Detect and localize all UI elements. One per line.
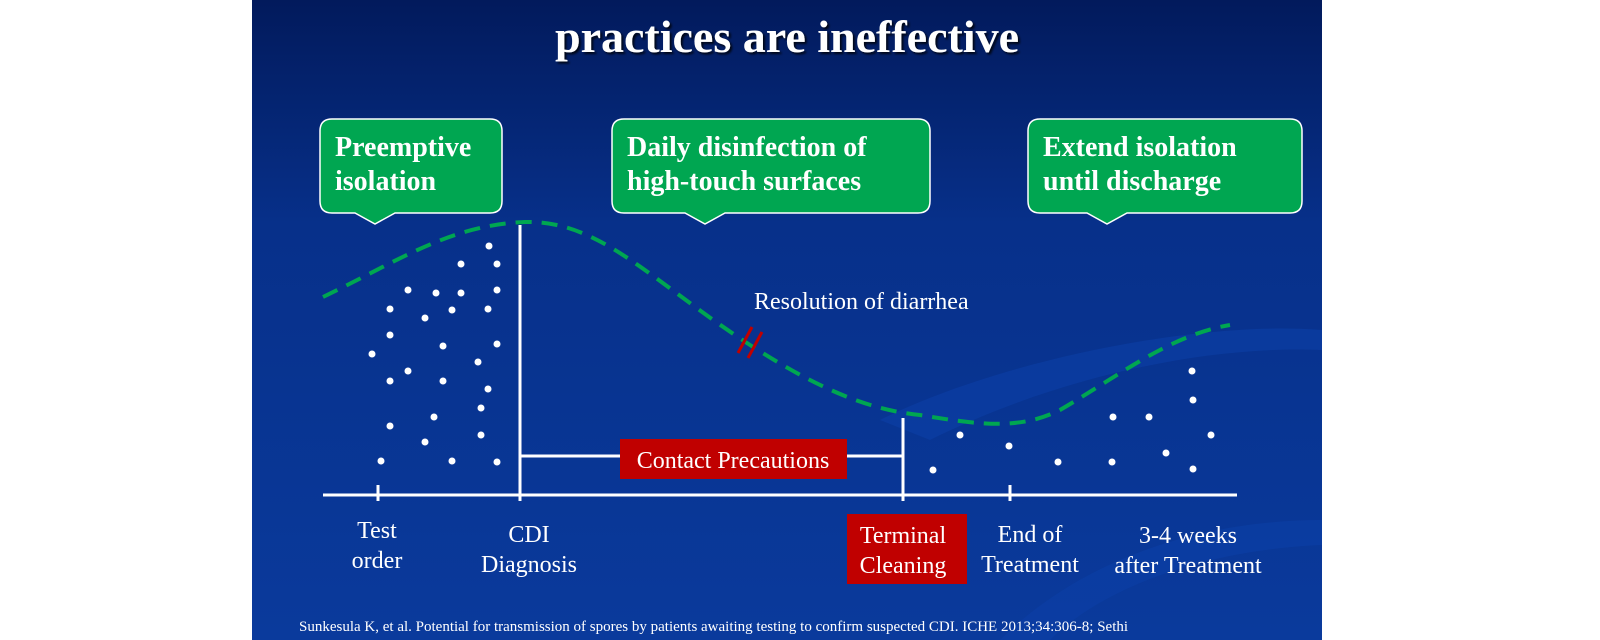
callout-text: high-touch surfaces [627,166,861,197]
decor-swoosh [1000,520,1322,640]
terminal-box [847,514,967,584]
contact-label: Contact Precautions [637,448,830,474]
break-mark [746,331,764,359]
spore-dots [368,242,1215,474]
timeline-label: after Treatment [1114,553,1262,579]
decor-swoosh [880,328,1322,440]
timeline-label: Treatment [981,552,1079,578]
callout: Daily disinfection of high-touch surface… [611,118,931,225]
callout: Preemptive isolation [319,118,503,225]
timeline-label: order [352,548,403,574]
break-mark [736,326,754,354]
callout-box [611,118,931,225]
callout-text: isolation [335,166,437,197]
callout-text: Daily disinfection of [627,132,867,163]
callout-text: Preemptive [335,132,471,163]
callout-text: Extend isolation [1043,132,1237,163]
timeline-label: Cleaning [860,553,947,579]
timeline-label: CDI [508,522,549,548]
spore-curve [322,219,1231,426]
timeline-label: End of [998,522,1063,548]
callout: Extend isolation until discharge [1027,118,1303,225]
callout-box [1027,118,1303,225]
callout-box [319,118,503,225]
timeline-label: Diagnosis [481,552,577,578]
slide-background [252,0,1322,640]
callout-text: until discharge [1043,166,1221,197]
contact-box [620,439,847,479]
timeline-label: Test [357,518,397,544]
slide-title: practices are ineffective [555,11,1019,62]
resolution-label: Resolution of diarrhea [754,289,969,315]
timeline-label: 3-4 weeks [1139,523,1237,549]
footer-citation: Sunkesula K, et al. Potential for transm… [299,619,1128,635]
timeline-label: Terminal [860,523,947,549]
